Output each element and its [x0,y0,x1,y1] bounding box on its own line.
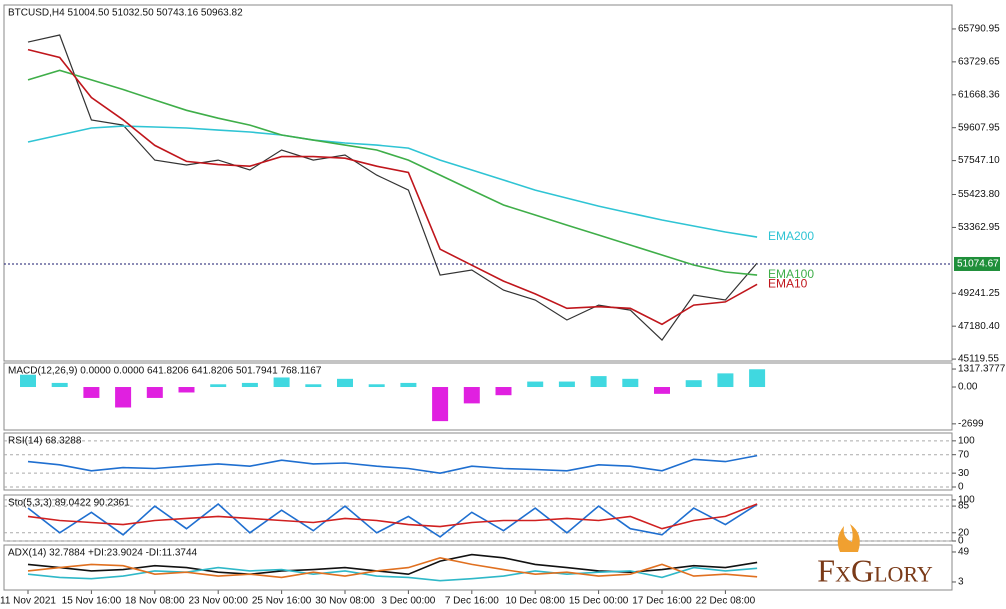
brand-name: FxGlory [817,552,933,588]
y-tick-label: 59607.95 [958,122,1000,133]
y-tick-label: 49241.25 [958,288,1000,299]
y-tick-label: 1317.3777 [958,364,1006,375]
x-tick-label: 11 Nov 2021 [0,596,56,607]
histogram-bar [400,382,417,388]
histogram-bar [685,380,702,388]
histogram-bar [558,381,575,388]
panel-frame [3,4,953,362]
x-tick-label: 15 Dec 00:00 [569,596,629,607]
series-label: EMA10 [768,277,808,291]
histogram-bar [51,382,68,388]
histogram-bar [749,369,766,388]
y-tick-label: 30 [958,468,970,479]
x-tick-label: 17 Dec 16:00 [632,596,692,607]
y-tick-label: 65790.95 [958,24,1000,35]
y-tick-label: 100 [958,435,975,446]
y-tick-label: 70 [958,449,970,460]
series-line [27,454,758,475]
x-tick-label: 23 Nov 00:00 [188,596,248,607]
x-tick-label: 10 Dec 08:00 [505,596,565,607]
y-tick-label: 63729.65 [958,57,1000,68]
series-label: EMA100 [768,267,814,281]
panel-title: ADX(14) 32.7884 +DI:23.9024 -DI:11.3744 [8,548,198,559]
histogram-bar [83,387,100,398]
y-tick-label: 45119.55 [958,354,999,365]
y-tick-label: 3 [958,577,964,588]
y-tick-label: 61668.36 [958,89,1000,100]
x-tick-label: 30 Nov 08:00 [315,596,375,607]
x-tick-label: 3 Dec 00:00 [381,596,435,607]
y-tick-label: -2699 [958,418,984,429]
y-tick-label: 20 [958,527,970,538]
histogram-bar [115,387,132,408]
series-line [27,125,758,238]
histogram-bar [463,387,480,404]
histogram-bar [717,373,734,388]
histogram-bar [432,387,449,422]
panel-frame [3,544,953,591]
y-tick-label: 57547.10 [958,155,1000,166]
x-tick-label: 22 Dec 08:00 [696,596,756,607]
y-tick-label: 49 [958,547,970,558]
y-tick-label: 55423.80 [958,189,1000,200]
panel-frame [3,432,953,491]
histogram-bar [654,387,670,394]
histogram-bar [178,387,195,393]
x-tick-label: 7 Dec 16:00 [445,596,499,607]
y-tick-label: 0 [958,536,964,547]
histogram-bar [368,384,385,388]
x-tick-label: 25 Nov 16:00 [252,596,312,607]
panel-title: Sto(5,3,3) 89.0422 90.2361 [8,498,130,509]
series-line [27,34,758,342]
y-tick-label: 0 [958,482,964,493]
histogram-bar [527,381,544,388]
logo-flame [837,524,860,552]
series-line [27,48,758,326]
y-tick-label: 100 [958,495,975,506]
brand-logo: FxGlory [817,524,933,588]
y-tick-label: 53362.95 [958,222,1000,233]
panel-frame [3,362,953,431]
y-tick-label: 85 [958,501,970,512]
histogram-bar [622,378,639,388]
series-line [27,556,758,579]
panel-title: MACD(12,26,9) 0.0000 0.0000 641.8206 641… [8,366,322,377]
histogram-bar [305,384,322,388]
x-tick-label: 18 Nov 08:00 [125,596,185,607]
series-line [27,502,758,538]
histogram-bar [273,377,290,388]
panel-title: RSI(14) 68.3288 [8,436,82,447]
histogram-bar [241,382,258,388]
histogram-bar [20,374,36,388]
series-label: EMA200 [768,229,814,243]
histogram-bar [337,378,353,388]
series-line [27,69,758,276]
x-tick-label: 15 Nov 16:00 [62,596,122,607]
current-price-box [954,256,1000,271]
histogram-bar [495,387,512,396]
current-price-label: 51074.67 [957,259,999,270]
histogram-bar [590,376,607,388]
y-tick-label: 47180.40 [958,321,1000,332]
y-tick-label: 0.00 [958,382,978,393]
panel-title: BTCUSD,H4 51004.50 51032.50 50743.16 509… [8,8,243,19]
histogram-bar [146,387,163,398]
series-line [27,503,758,530]
histogram-bar [210,384,227,388]
